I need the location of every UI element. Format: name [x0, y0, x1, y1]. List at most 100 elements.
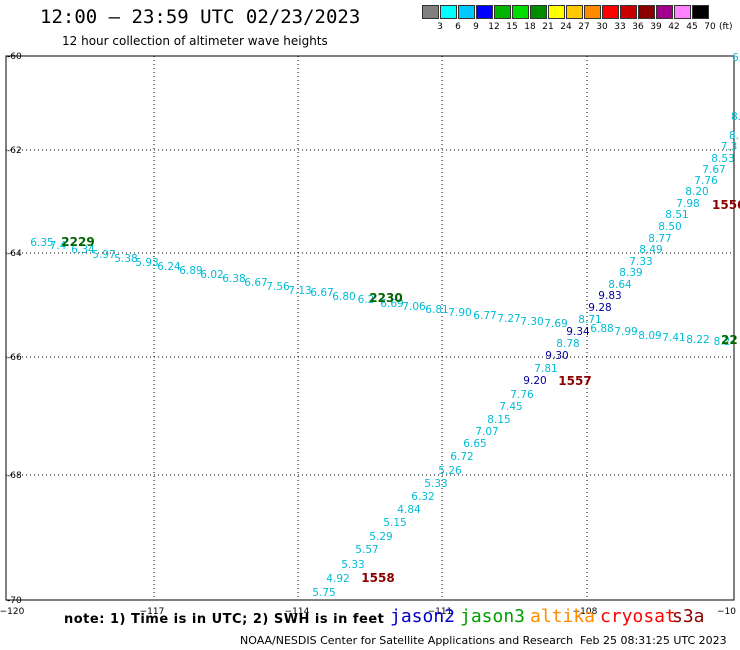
track-b-swh-value: 8.22 — [686, 334, 709, 346]
colorbar-swatch — [656, 5, 673, 19]
colorbar-swatch — [548, 5, 565, 19]
track-a-swh-value: 8.78 — [556, 338, 579, 350]
track-b-swh-value: 7.27 — [497, 313, 520, 325]
track-b-swh-value: 6.89 — [179, 265, 202, 277]
track-a-swh-value: 5.26 — [438, 465, 462, 477]
track-b-swh-value: 7.69 — [544, 318, 567, 330]
colorbar-label: 27 — [578, 22, 590, 32]
colorbar-swatch — [602, 5, 619, 19]
track-b-swh-value: 6.67 — [244, 277, 267, 289]
track-a-swh-value: 8.51 — [665, 209, 688, 221]
colorbar-swatch — [566, 5, 583, 19]
lat-tick-label: -62 — [7, 146, 22, 156]
track-b-swh-value: 6.67 — [310, 287, 333, 299]
track-a-swh-value: 6.65 — [463, 438, 486, 450]
colorbar-swatch — [530, 5, 547, 19]
track-b-swh-value: 6.88 — [590, 323, 613, 335]
colorbar-label: 15 — [506, 22, 518, 32]
lat-tick-label: -68 — [7, 471, 22, 481]
track-b-swh-value: 6.02 — [200, 269, 223, 281]
page-subtitle: 12 hour collection of altimeter wave hei… — [62, 34, 328, 48]
track-b-swh-value: 5.38 — [114, 253, 137, 265]
track-a-swh-value: 7.45 — [499, 401, 522, 413]
track-a-swh-value: 4.84 — [397, 504, 421, 516]
track-a-swh-value: 8.53 — [711, 153, 734, 165]
satellite-legend-s3a: s3a — [672, 606, 705, 627]
track-a-swh-value: 7.81 — [534, 363, 557, 375]
track-a-swh-value: 9.83 — [598, 290, 621, 302]
track-b-swh-value: 6.69 — [380, 298, 403, 310]
track-a-swh-value: 5.75 — [312, 587, 335, 599]
track-a-swh-value: 7.67 — [702, 164, 725, 176]
colorbar-label: 12 — [488, 22, 500, 32]
colorbar-label: 45 — [686, 22, 698, 32]
track-a-swh-value: 8. — [731, 111, 740, 123]
track-a-swh-value: 9.30 — [545, 350, 568, 362]
track-a-swh-value: 9.28 — [588, 302, 611, 314]
colorbar-swatch — [638, 5, 655, 19]
track-a-swh-value: 8.20 — [685, 186, 708, 198]
colorbar-label: 9 — [473, 22, 479, 32]
colorbar-swatch — [620, 5, 637, 19]
colorbar-swatch — [494, 5, 511, 19]
satellite-legend-altika: altika — [530, 606, 596, 627]
colorbar-label: 30 — [596, 22, 608, 32]
track-a-time-label: 1558 — [361, 571, 394, 585]
track-b-swh-value: 6.80 — [332, 291, 355, 303]
lat-tick-label: -60 — [7, 52, 22, 62]
track-b-swh-value: 8.2 — [714, 336, 731, 348]
track-b-swh-value: 6.81 — [425, 304, 448, 316]
track-a-swh-value: 9.20 — [523, 375, 546, 387]
lat-tick-label: -66 — [7, 353, 22, 363]
colorbar-label: 39 — [650, 22, 662, 32]
track-a-swh-value: 7.98 — [676, 198, 699, 210]
track-b-swh-value: 6.2 — [358, 294, 375, 306]
colorbar-label: 42 — [668, 22, 680, 32]
track-a-swh-value: 5.33 — [424, 478, 447, 490]
track-b-swh-value: 6.38 — [222, 273, 245, 285]
colorbar-label: 70 — [704, 22, 716, 32]
track-b-time-label: 2230 — [369, 291, 402, 305]
footer-note: note: 1) Time is in UTC; 2) SWH is in fe… — [64, 612, 385, 627]
track-b-swh-value: 7.30 — [520, 316, 543, 328]
lon-tick-label: −10 — [717, 607, 736, 617]
lat-tick-label: -64 — [7, 249, 22, 259]
page-title: 12:00 – 23:59 UTC 02/23/2023 — [40, 6, 361, 28]
track-b-swh-value: 6.34 — [71, 244, 95, 256]
colorbar-unit: (ft) — [719, 22, 733, 32]
track-b-swh-value: 7.4 — [50, 240, 67, 252]
track-a-swh-value: 9.34 — [566, 326, 590, 338]
track-a-swh-value: 7.3 — [721, 141, 738, 153]
track-a-swh-value: 8.77 — [648, 233, 671, 245]
track-b-swh-value: 7.41 — [662, 332, 685, 344]
satellite-legend-jason3: jason3 — [460, 606, 526, 627]
lon-tick-label: −111 — [428, 607, 453, 617]
track-b-swh-value: 6.77 — [473, 310, 496, 322]
track-a-swh-value: 8.15 — [487, 414, 510, 426]
lon-tick-label: −117 — [140, 607, 165, 617]
track-a-swh-value: 8.64 — [608, 279, 632, 291]
track-a-swh-value: 8. — [729, 130, 739, 142]
colorbar-label: 18 — [524, 22, 536, 32]
colorbar-swatch — [512, 5, 529, 19]
track-a-swh-value: 7.07 — [475, 426, 498, 438]
colorbar-swatch — [584, 5, 601, 19]
satellite-legend-jason2: jason2 — [390, 606, 456, 627]
satellite-legend-cryosat: cryosat — [600, 606, 676, 627]
track-b-time-label: 2229 — [61, 235, 94, 249]
track-a-swh-value: 7.33 — [629, 256, 652, 268]
track-a-swh-value: 5.29 — [369, 531, 392, 543]
colorbar-swatch — [422, 5, 439, 19]
track-a-swh-value: 7.76 — [694, 175, 718, 187]
colorbar-swatch — [674, 5, 691, 19]
colorbar-label: 3 — [437, 22, 443, 32]
track-b-swh-value: 7.56 — [266, 281, 290, 293]
track-b-swh-value: 7.06 — [402, 301, 426, 313]
track-b-swh-value: 5.97 — [92, 249, 115, 261]
track-a-swh-value: 4.92 — [326, 573, 349, 585]
colorbar-swatch — [692, 5, 709, 19]
track-a-swh-value: 5.33 — [341, 559, 364, 571]
colorbar-label: 33 — [614, 22, 626, 32]
track-b-swh-value: 7.13 — [288, 285, 311, 297]
